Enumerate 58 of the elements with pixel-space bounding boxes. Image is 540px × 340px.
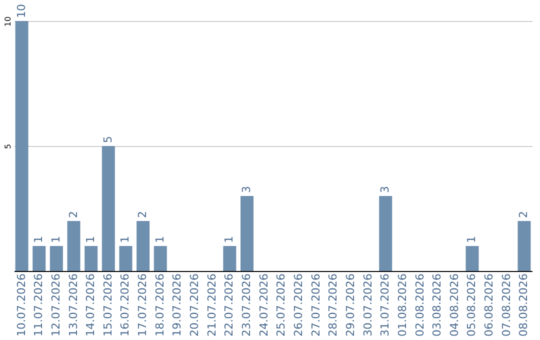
x-tick-label: 13.07.2026	[66, 274, 80, 336]
x-tick-label: 12.07.2026	[49, 274, 62, 336]
x-tick-label: 15.07.2026	[101, 274, 114, 336]
x-tick-label: 22.07.2026	[222, 274, 236, 336]
data-label: 1	[49, 236, 62, 243]
bar	[84, 246, 98, 271]
x-tick-label: 29.07.2026	[344, 274, 357, 336]
x-tick-label: 07.08.2026	[500, 274, 513, 336]
x-tick-label: 25.07.2026	[274, 274, 288, 336]
data-label: 2	[517, 211, 530, 218]
x-tick-label: 21.07.2026	[205, 274, 218, 336]
x-tick-label: 28.07.2026	[326, 274, 340, 336]
bar	[223, 246, 236, 271]
data-label: 5	[101, 136, 114, 143]
x-tick-label: 27.07.2026	[309, 274, 322, 336]
x-tick-label: 24.07.2026	[257, 274, 270, 336]
x-tick-label: 16.07.2026	[118, 274, 132, 336]
x-tick-label: 06.08.2026	[482, 274, 496, 336]
data-label: 3	[378, 186, 392, 193]
x-tick-label: 01.08.2026	[396, 274, 409, 336]
bar	[379, 196, 392, 271]
bar	[154, 246, 167, 271]
data-label: 2	[136, 211, 150, 218]
x-tick-label: 10.07.2026	[14, 274, 28, 336]
data-label: 10	[14, 4, 28, 18]
x-tick-label: 05.08.2026	[465, 274, 478, 336]
x-tick-label: 11.07.2026	[32, 274, 46, 336]
bar	[466, 246, 479, 271]
bar	[119, 246, 132, 271]
data-label: 1	[153, 236, 166, 243]
bar	[15, 21, 28, 271]
x-tick-label: 08.08.2026	[517, 274, 530, 336]
x-tick-label: 23.07.2026	[240, 274, 254, 336]
bar	[518, 221, 531, 271]
data-label: 3	[240, 186, 254, 193]
bar	[102, 146, 115, 271]
x-tick-label: 31.07.2026	[378, 274, 392, 336]
bar	[136, 221, 150, 271]
data-label: 1	[465, 236, 478, 243]
x-tick-label: 18.07.2026	[153, 274, 166, 336]
bar	[50, 246, 63, 271]
x-tick-label: 17.07.2026	[136, 274, 150, 336]
x-tick-label: 02.08.2026	[413, 274, 426, 336]
x-tick-label: 20.07.2026	[188, 274, 202, 336]
x-tick-label: 03.08.2026	[430, 274, 444, 336]
bar	[240, 196, 254, 271]
x-tick-label: 19.07.2026	[170, 274, 184, 336]
data-label: 2	[66, 211, 80, 218]
x-tick-label: 30.07.2026	[361, 274, 374, 336]
data-label: 1	[84, 236, 98, 243]
x-tick-label: 26.07.2026	[292, 274, 305, 336]
x-tick-label: 04.08.2026	[448, 274, 461, 336]
x-tick-label: 14.07.2026	[84, 274, 98, 336]
bar	[32, 246, 46, 271]
bar	[67, 221, 80, 271]
data-label: 1	[222, 236, 236, 243]
data-label: 1	[118, 236, 132, 243]
data-label: 1	[32, 236, 46, 243]
